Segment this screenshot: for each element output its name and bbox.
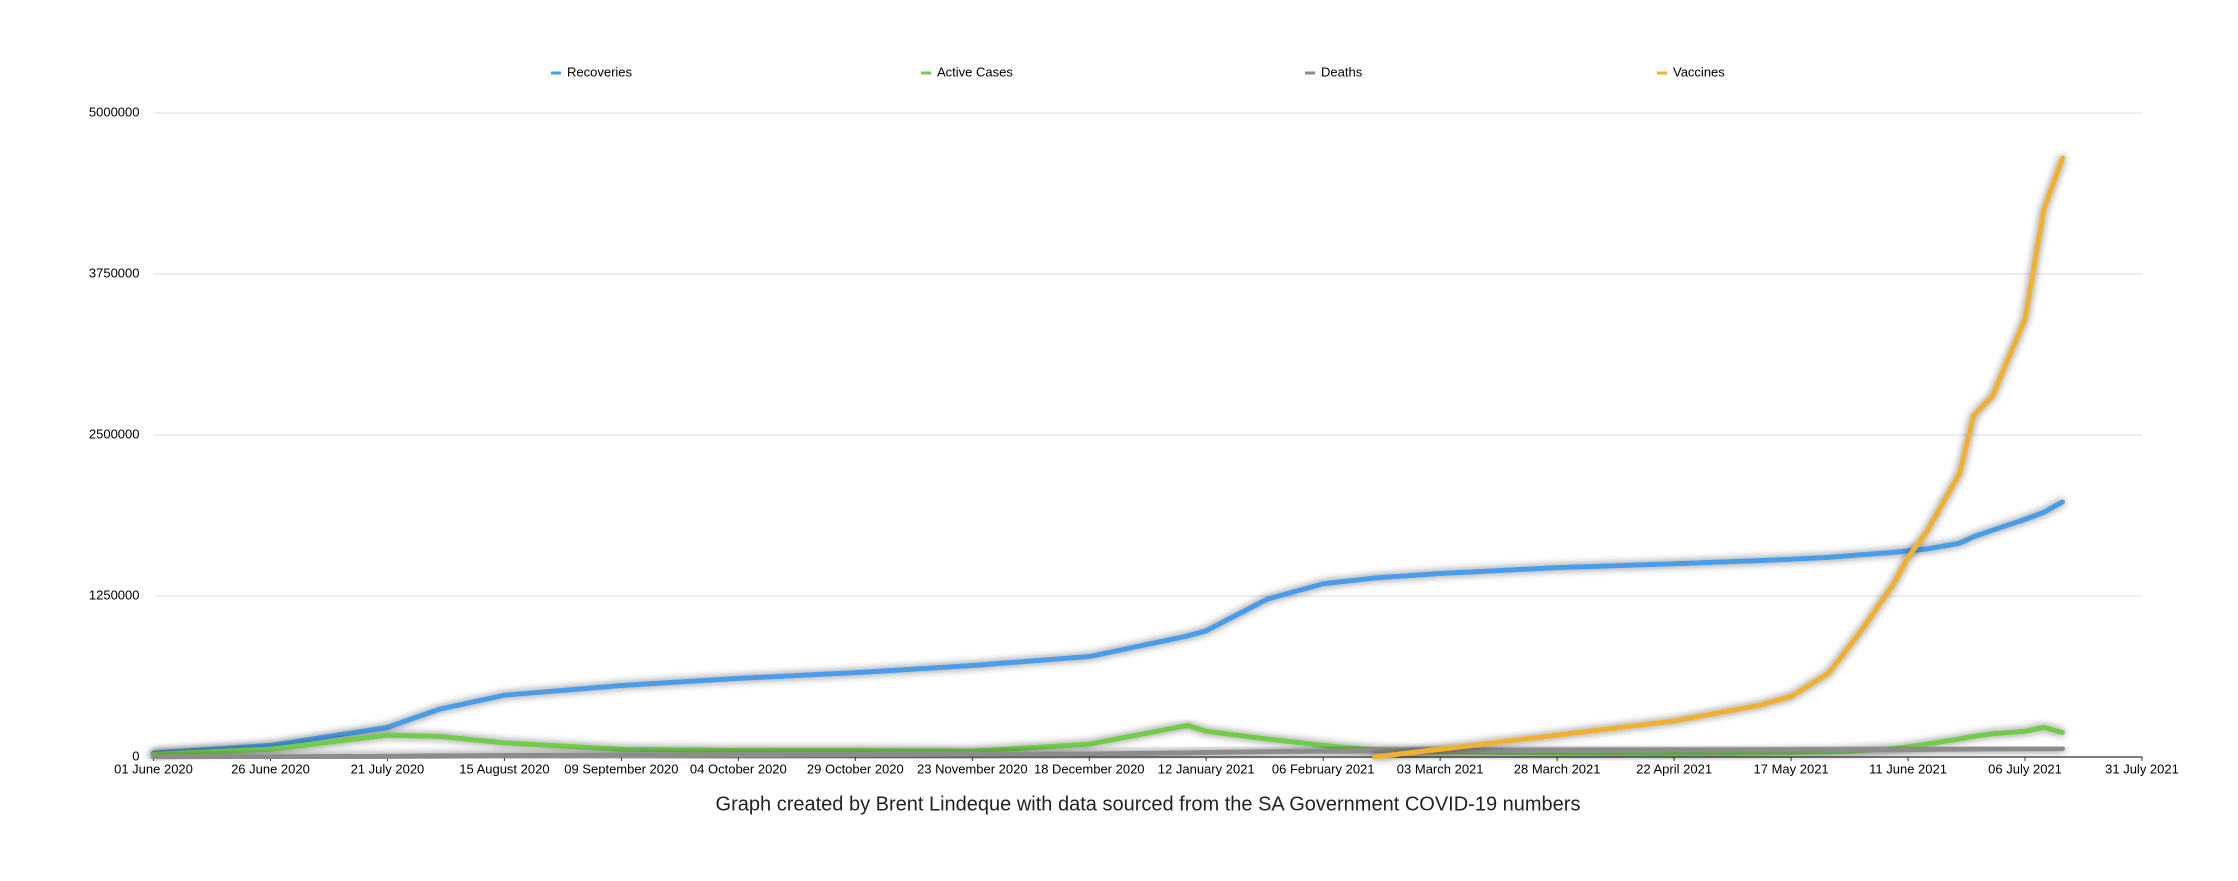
x-tick-label: 04 October 2020 (690, 761, 787, 776)
x-tick-label: 29 October 2020 (807, 761, 904, 776)
series-line (151, 499, 2065, 756)
caption: Graph created by Brent Lindeque with dat… (716, 793, 1581, 815)
x-tick-label: 06 February 2021 (1272, 761, 1375, 776)
x-tick-label: 28 March 2021 (1514, 761, 1601, 776)
legend-label: Vaccines (1673, 64, 1725, 79)
x-tick-label: 11 June 2021 (1869, 761, 1947, 776)
x-tick-label: 03 March 2021 (1397, 761, 1484, 776)
x-tick-label: 18 December 2020 (1034, 761, 1145, 776)
x-tick-label: 26 June 2020 (231, 761, 310, 776)
x-tick-label: 09 September 2020 (564, 761, 678, 776)
legend-label: Recoveries (567, 64, 633, 79)
y-tick-label: 3750000 (89, 265, 140, 280)
x-tick-label: 17 May 2021 (1754, 761, 1829, 776)
x-tick-label: 15 August 2020 (459, 761, 549, 776)
y-tick-label: 1250000 (89, 587, 140, 602)
x-tick-label: 06 July 2021 (1988, 761, 2062, 776)
legend-label: Deaths (1321, 64, 1363, 79)
y-tick-label: 5000000 (89, 104, 140, 119)
x-tick-label: 23 November 2020 (917, 761, 1028, 776)
y-tick-label: 2500000 (89, 426, 140, 441)
x-tick-label: 21 July 2020 (351, 761, 425, 776)
y-tick-label: 0 (132, 748, 139, 763)
series-line (1372, 155, 2065, 760)
legend-label: Active Cases (937, 64, 1013, 79)
x-tick-label: 22 April 2021 (1636, 761, 1712, 776)
x-tick-label: 12 January 2021 (1158, 761, 1255, 776)
x-tick-label: 01 June 2020 (114, 761, 193, 776)
x-tick-label: 31 July 2021 (2105, 761, 2179, 776)
